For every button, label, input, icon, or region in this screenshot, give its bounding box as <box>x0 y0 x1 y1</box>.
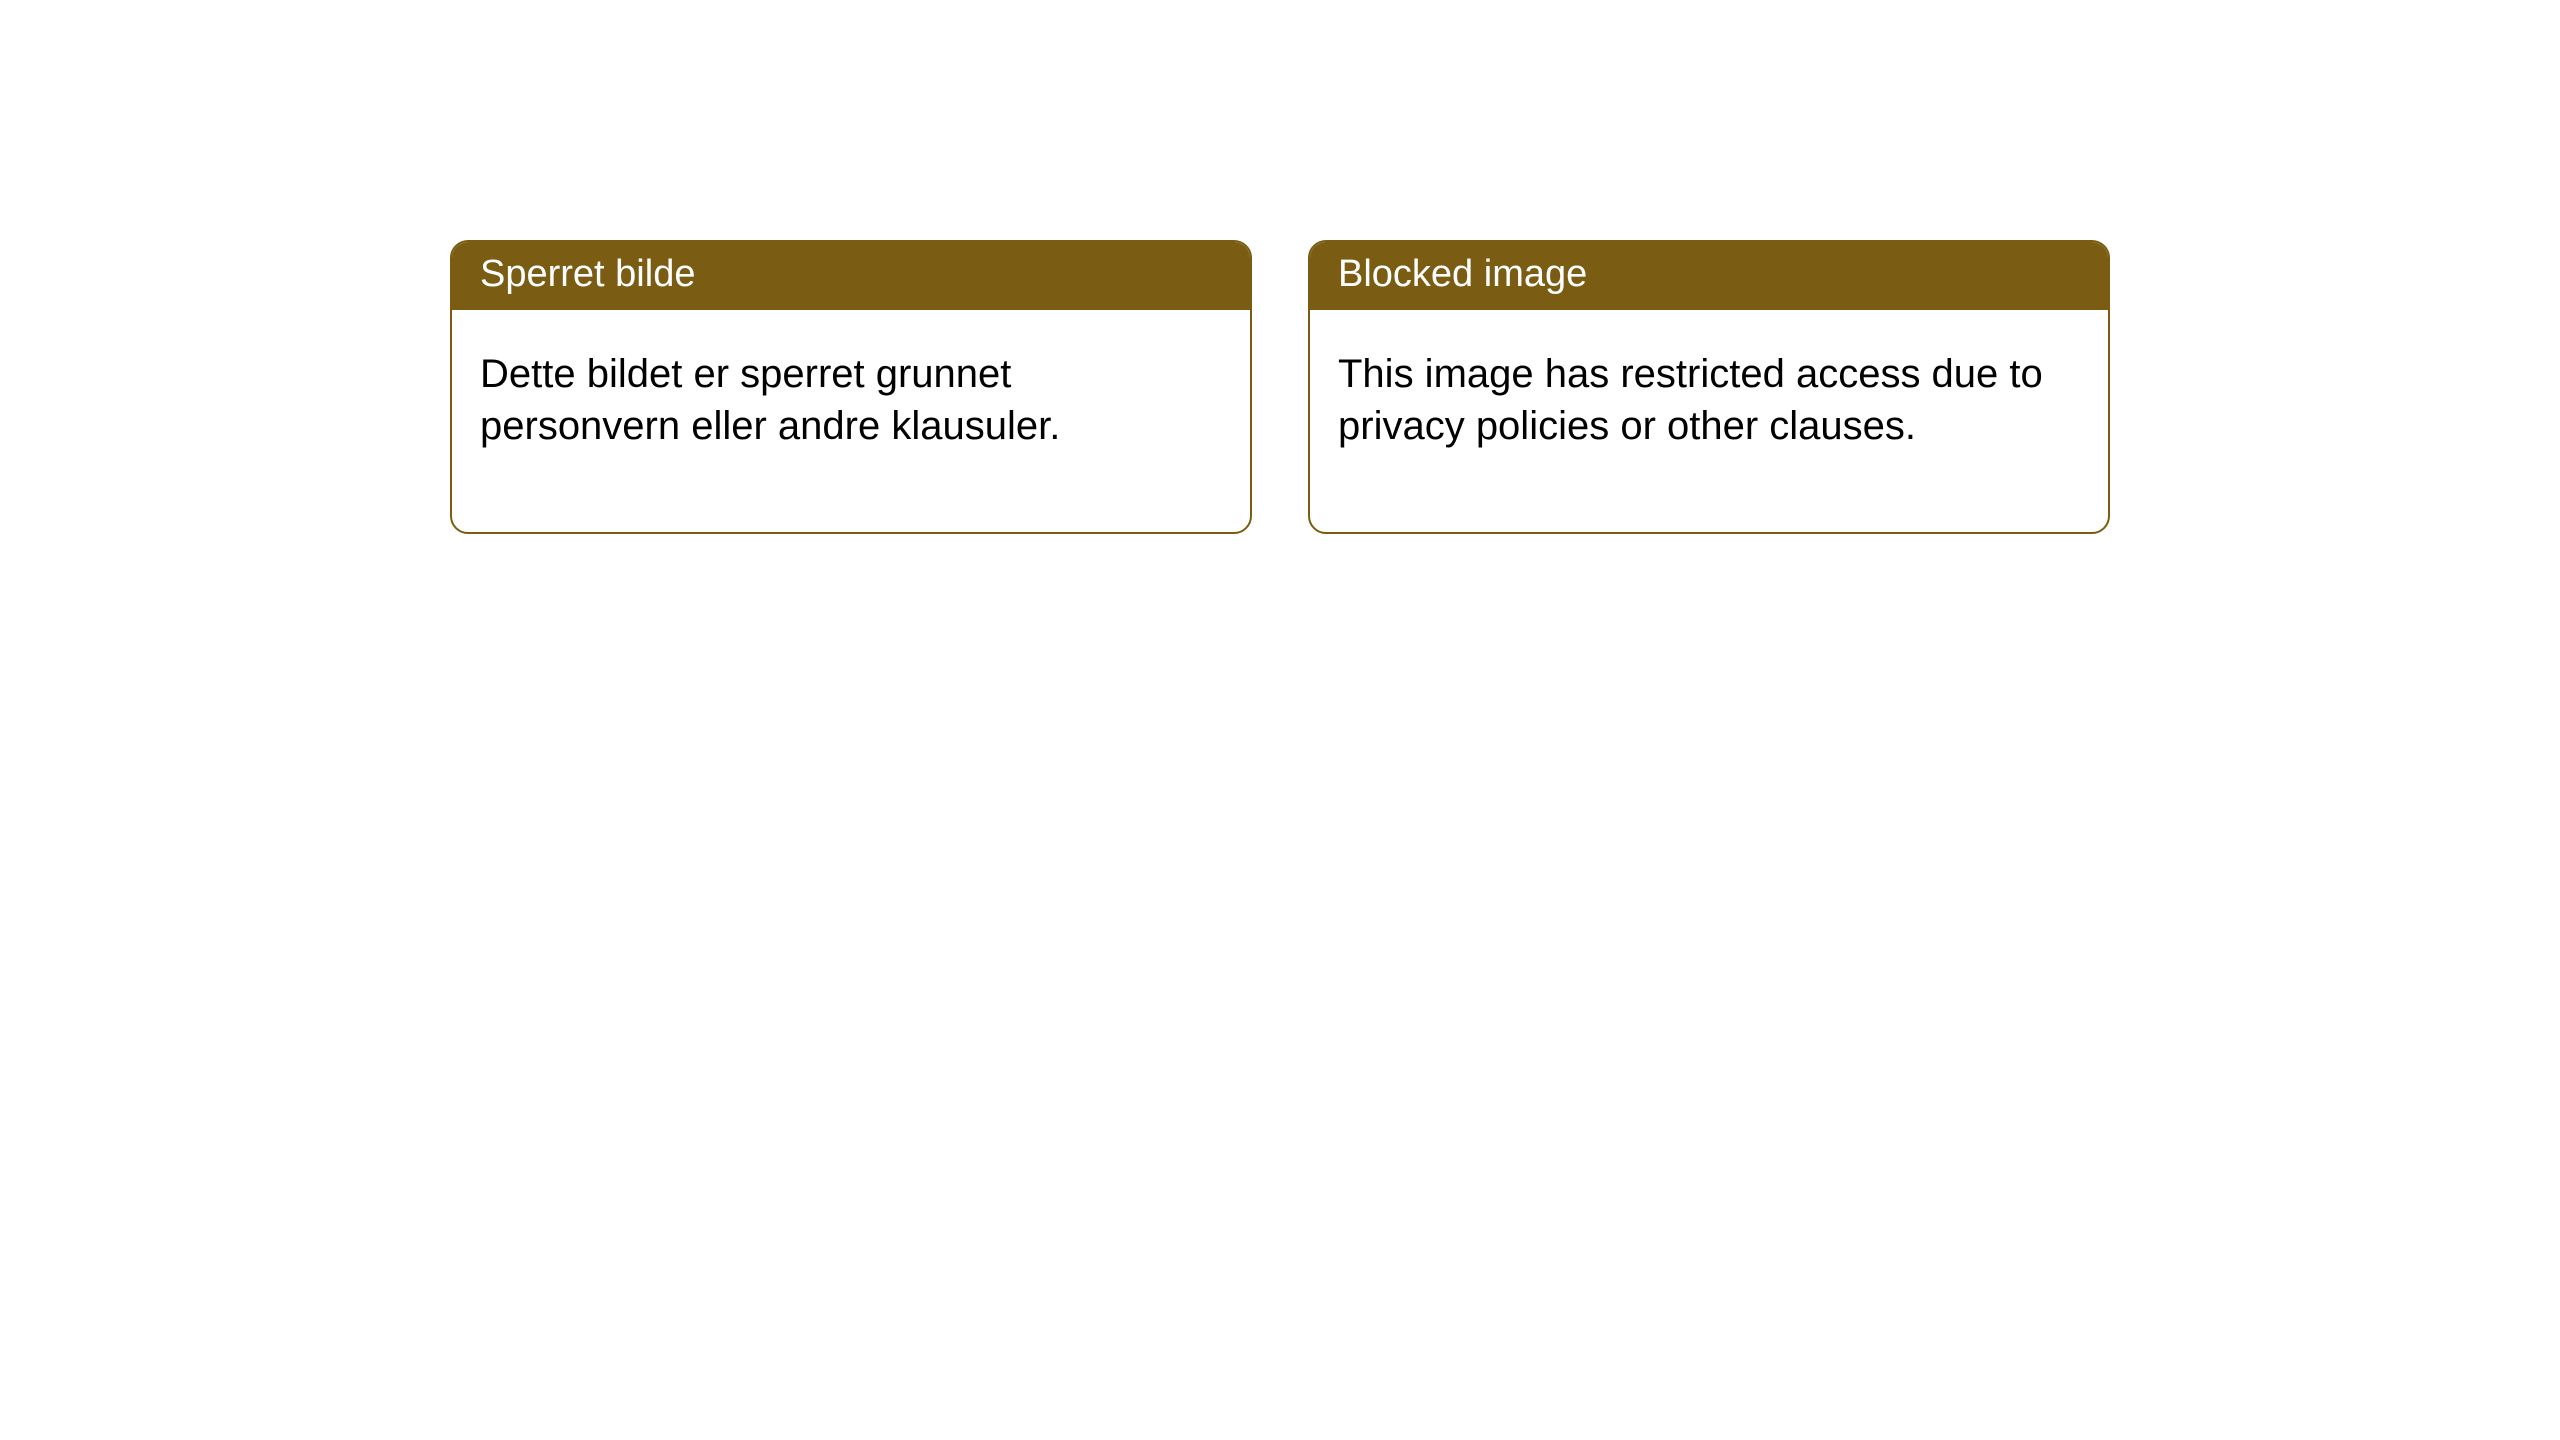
notice-title: Blocked image <box>1338 253 1587 295</box>
notice-message: Dette bildet er sperret grunnet personve… <box>480 352 1060 448</box>
notice-header: Sperret bilde <box>452 242 1250 310</box>
notice-body: This image has restricted access due to … <box>1310 310 2108 502</box>
notice-container: Sperret bilde Dette bildet er sperret gr… <box>0 0 2560 534</box>
notice-box-norwegian: Sperret bilde Dette bildet er sperret gr… <box>450 240 1252 534</box>
notice-box-english: Blocked image This image has restricted … <box>1308 240 2110 534</box>
notice-title: Sperret bilde <box>480 253 695 295</box>
notice-body: Dette bildet er sperret grunnet personve… <box>452 310 1250 532</box>
notice-message: This image has restricted access due to … <box>1338 352 2043 448</box>
notice-header: Blocked image <box>1310 242 2108 310</box>
